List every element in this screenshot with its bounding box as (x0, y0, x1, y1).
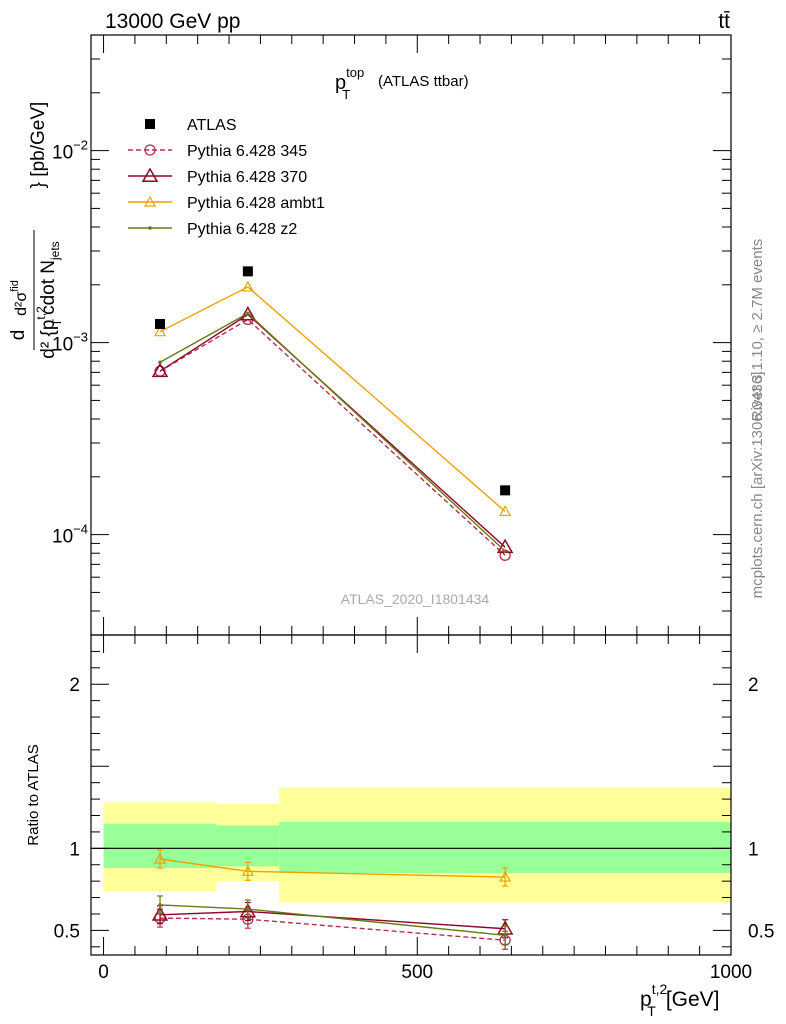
marker-dot (158, 903, 162, 907)
title-sub: T (342, 87, 350, 102)
y-tick-label-ratio-right: 2 (748, 675, 759, 696)
series-line (159, 313, 506, 548)
ylabel-numerator: d (8, 330, 29, 341)
marker-dot (246, 907, 250, 911)
marker-dot (246, 311, 250, 316)
y-tick-label-main: 10−2 (52, 138, 88, 164)
ylabel-fraction-top: d²σfid (9, 280, 30, 316)
ratio-bands (91, 787, 731, 903)
ratio-series-2 (153, 849, 512, 887)
x-tick-label: 0 (98, 962, 109, 983)
y-axis-label-ratio: Ratio to ATLAS (25, 744, 42, 845)
marker-triangle-small (499, 870, 512, 882)
marker-triangle (141, 167, 159, 182)
uncertainty-band-inner (216, 825, 280, 867)
y-tick-label-main: 10−4 (52, 522, 88, 548)
main-panel: 10−4 10−3 10−2 (52, 34, 732, 636)
source-label: mcplots.cern.ch [arXiv:1306.3436] (749, 372, 766, 599)
y-tick-label-main: 10−3 (52, 330, 88, 356)
header-collision-label: 13000 GeV pp (105, 10, 240, 33)
x-tick-label: 1000 (710, 962, 752, 983)
series-line (159, 286, 506, 512)
main-axis-ticks: 10−4 10−3 10−2 (52, 34, 732, 636)
ratio-panel: 0.5 0.5 1 1 2 2 0 500 1000 (54, 634, 774, 983)
chart-title-rest: (ATLAS ttbar) (378, 73, 469, 90)
ratio-series-0 (154, 908, 511, 950)
ratio-frame (90, 634, 732, 956)
y-tick-label-ratio-right: 1 (748, 839, 759, 860)
legend-label-data: ATLAS (187, 117, 237, 134)
legend-label: Pythia 6.428 z2 (187, 221, 297, 238)
series-1 (151, 306, 514, 554)
marker-triangle-small (143, 195, 157, 207)
data-point (500, 485, 511, 496)
header-process-label: tt̄ (718, 10, 730, 33)
series-3 (158, 311, 507, 553)
marker-triangle-small (241, 280, 254, 292)
marker-triangle-small (153, 325, 167, 337)
ratio-line (160, 917, 506, 941)
marker-dot (503, 549, 507, 553)
legend-label: Pythia 6.428 370 (187, 169, 307, 186)
x-tick-label: 500 (401, 962, 433, 983)
marker-dot (503, 933, 507, 938)
series-line (159, 312, 506, 552)
marker-triangle (151, 362, 169, 378)
title-sup: top (346, 65, 364, 80)
marker-triangle (239, 306, 257, 321)
ylabel-unit: } [pb/GeV] (28, 102, 49, 189)
uncertainty-band-inner (279, 822, 731, 873)
chart-title: ptop T (335, 65, 364, 102)
legend-marker-data (145, 119, 155, 129)
legend-label: Pythia 6.428 ambt1 (187, 195, 325, 212)
rivet-version-label: Rivet 3.1.10, ≥ 2.7M events (749, 239, 766, 422)
data-point (155, 318, 166, 329)
ratio-series-group (151, 849, 514, 950)
marker-dot (148, 226, 152, 230)
marker-triangle (151, 906, 169, 921)
marker-triangle-small (499, 505, 512, 517)
main-series-group (151, 280, 514, 561)
series-2 (153, 280, 512, 517)
series-line (159, 318, 506, 556)
y-axis-label-main: d d²σfid d² {pt,2Tcdot Njets } [pb/GeV] (8, 102, 64, 359)
y-tick-label-ratio-right: 0.5 (748, 921, 774, 942)
marker-triangle-small (241, 865, 254, 876)
series-0 (154, 313, 511, 561)
y-tick-label-ratio: 2 (69, 675, 80, 696)
marker-triangle-small (153, 852, 167, 864)
x-axis-label: pt,2 T [GeV] (640, 981, 720, 1019)
ratio-series-3 (157, 895, 509, 945)
analysis-watermark: ATLAS_2020_I1801434 (341, 591, 490, 607)
ratio-axis-ticks: 0.5 0.5 1 1 2 2 0 500 1000 (54, 634, 774, 983)
marker-dot (158, 360, 162, 365)
main-data-group (155, 266, 511, 496)
y-tick-label-ratio: 0.5 (54, 921, 80, 942)
legend: ATLAS Pythia 6.428 345 Pythia 6.428 370 Pyt… (128, 117, 325, 238)
marker-circle (144, 144, 156, 156)
title-p: p (335, 72, 346, 94)
legend-label: Pythia 6.428 345 (187, 143, 307, 160)
ratio-line (159, 904, 506, 937)
y-tick-label-ratio: 1 (69, 839, 80, 860)
data-point (242, 266, 253, 277)
ylabel-fraction-bottom: d² {pt,2Tcdot Njets (34, 241, 64, 358)
